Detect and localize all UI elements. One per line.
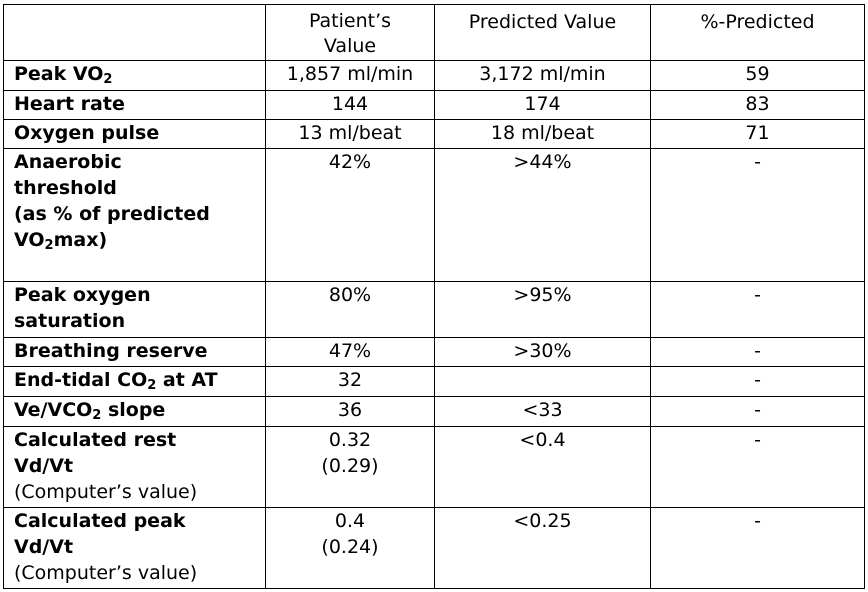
predicted-value xyxy=(434,366,651,397)
row-label: End-tidal CO2 at AT xyxy=(3,366,266,397)
patient-value: 32 xyxy=(265,366,435,397)
predicted-value: >30% xyxy=(434,337,651,367)
percent-predicted: - xyxy=(650,148,865,282)
header-row: Patient’s Value Predicted Value %-Predic… xyxy=(3,4,865,61)
header-patient-value: Patient’s Value xyxy=(265,4,435,61)
table-row: End-tidal CO2 at AT 32 - xyxy=(3,366,865,397)
predicted-value: <0.25 xyxy=(434,507,651,589)
predicted-value: 3,172 ml/min xyxy=(434,60,651,91)
percent-predicted: - xyxy=(650,366,865,397)
header-blank xyxy=(3,4,266,61)
predicted-value: 18 ml/beat xyxy=(434,119,651,149)
percent-predicted: - xyxy=(650,426,865,508)
patient-value: 1,857 ml/min xyxy=(265,60,435,91)
predicted-value: <0.4 xyxy=(434,426,651,508)
patient-value: 0.4 (0.24) xyxy=(265,507,435,589)
row-label: Calculated rest Vd/Vt (Computer’s value) xyxy=(3,426,266,508)
row-label: Peak VO2 xyxy=(3,60,266,91)
patient-value: 80% xyxy=(265,281,435,338)
predicted-value: >95% xyxy=(434,281,651,338)
header-percent-predicted: %-Predicted xyxy=(650,4,865,61)
table-row: Peak oxygen saturation 80% >95% - xyxy=(3,281,865,338)
cpet-results-table: Patient’s Value Predicted Value %-Predic… xyxy=(3,4,865,589)
patient-value: 13 ml/beat xyxy=(265,119,435,149)
table-row: Anaerobic threshold (as % of predicted V… xyxy=(3,148,865,282)
percent-predicted: - xyxy=(650,396,865,427)
header-patient-value-text: Patient’s Value xyxy=(308,10,392,57)
predicted-value: <33 xyxy=(434,396,651,427)
patient-value: 47% xyxy=(265,337,435,367)
row-label: Anaerobic threshold (as % of predicted V… xyxy=(3,148,266,282)
table-row: Oxygen pulse 13 ml/beat 18 ml/beat 71 xyxy=(3,119,865,149)
table-row: Calculated rest Vd/Vt (Computer’s value)… xyxy=(3,426,865,508)
patient-value: 144 xyxy=(265,90,435,120)
table-row: Calculated peak Vd/Vt (Computer’s value)… xyxy=(3,507,865,589)
row-label: Peak oxygen saturation xyxy=(3,281,266,338)
row-label: Ve/VCO2 slope xyxy=(3,396,266,427)
percent-predicted: 83 xyxy=(650,90,865,120)
row-label: Heart rate xyxy=(3,90,266,120)
percent-predicted: - xyxy=(650,337,865,367)
percent-predicted: - xyxy=(650,507,865,589)
row-label: Breathing reserve xyxy=(3,337,266,367)
header-predicted-value: Predicted Value xyxy=(434,4,651,61)
table-row: Breathing reserve 47% >30% - xyxy=(3,337,865,367)
table-row: Heart rate 144 174 83 xyxy=(3,90,865,120)
row-label: Oxygen pulse xyxy=(3,119,266,149)
table-row: Ve/VCO2 slope 36 <33 - xyxy=(3,396,865,427)
patient-value: 0.32 (0.29) xyxy=(265,426,435,508)
patient-value: 42% xyxy=(265,148,435,282)
table-row: Peak VO2 1,857 ml/min 3,172 ml/min 59 xyxy=(3,60,865,91)
predicted-value: 174 xyxy=(434,90,651,120)
percent-predicted: 59 xyxy=(650,60,865,91)
patient-value: 36 xyxy=(265,396,435,427)
percent-predicted: - xyxy=(650,281,865,338)
row-label: Calculated peak Vd/Vt (Computer’s value) xyxy=(3,507,266,589)
predicted-value: >44% xyxy=(434,148,651,282)
percent-predicted: 71 xyxy=(650,119,865,149)
